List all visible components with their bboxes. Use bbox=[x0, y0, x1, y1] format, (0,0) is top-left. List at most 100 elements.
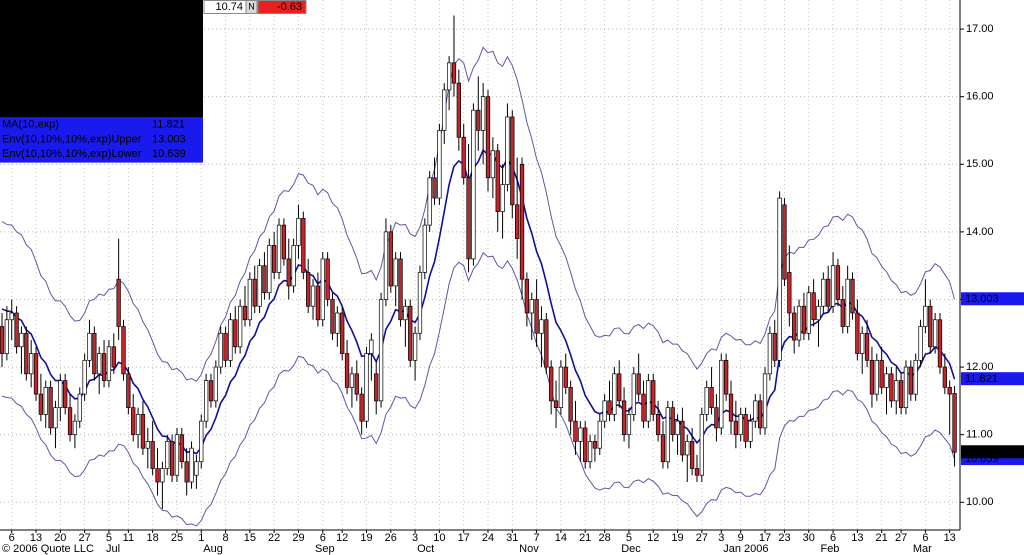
copyright-bg bbox=[0, 543, 100, 555]
x-tick-label: 21 bbox=[579, 532, 591, 544]
month-label: Aug bbox=[203, 543, 223, 555]
candle-body bbox=[140, 414, 146, 449]
candle-body bbox=[903, 366, 909, 408]
month-label: Mar bbox=[913, 543, 932, 555]
candle-body bbox=[529, 299, 534, 314]
candle-body bbox=[14, 312, 19, 348]
x-tick-label: 14 bbox=[555, 532, 567, 544]
candle-body bbox=[126, 373, 131, 408]
candle-body bbox=[174, 434, 180, 476]
x-tick-label: 19 bbox=[360, 532, 372, 544]
candle-body bbox=[301, 218, 306, 273]
candle-body bbox=[296, 218, 301, 246]
legend-name: MA(10,exp) bbox=[2, 119, 59, 131]
candle-body bbox=[670, 407, 675, 436]
candle-body bbox=[621, 400, 627, 436]
candle-body bbox=[699, 414, 704, 476]
x-tick-label: 6 bbox=[922, 532, 928, 544]
candle-body bbox=[427, 177, 432, 226]
x-tick-label: 26 bbox=[385, 532, 397, 544]
month-label: Nov bbox=[519, 543, 539, 555]
candle-body bbox=[864, 332, 870, 361]
candle-body bbox=[29, 353, 34, 375]
x-tick-label: 29 bbox=[292, 532, 304, 544]
candle-body bbox=[680, 420, 685, 456]
x-tick-label: 13 bbox=[851, 532, 863, 544]
x-tick-label: 3 bbox=[412, 532, 418, 544]
candle-body bbox=[24, 332, 29, 375]
candle-body bbox=[777, 197, 782, 361]
candle-body bbox=[364, 353, 369, 422]
candle-body bbox=[787, 272, 792, 314]
legend-name: Env(10,10%,10%,exp)Lower bbox=[2, 148, 142, 160]
info-value: 10.53 bbox=[152, 59, 180, 71]
envelope-line bbox=[1, 46, 956, 382]
candle-body bbox=[898, 380, 904, 408]
info-label: High bbox=[2, 45, 25, 57]
candle-body bbox=[869, 359, 875, 395]
candle-body bbox=[252, 278, 257, 307]
candle-body bbox=[320, 258, 325, 321]
candle-body bbox=[393, 258, 398, 287]
candle-body bbox=[952, 393, 957, 453]
x-tick-label: 10 bbox=[433, 532, 445, 544]
candle-body bbox=[106, 346, 112, 381]
candle-body bbox=[884, 373, 889, 388]
candle-body bbox=[719, 359, 724, 429]
x-tick-label: 15 bbox=[244, 532, 256, 544]
candle-body bbox=[145, 441, 150, 449]
candle-body bbox=[131, 407, 136, 436]
candle-body bbox=[53, 407, 58, 429]
candle-body bbox=[72, 420, 78, 436]
candle-body bbox=[179, 434, 184, 463]
candle-body bbox=[4, 319, 10, 354]
candle-body bbox=[446, 62, 452, 91]
candle-body bbox=[835, 265, 841, 300]
candle-body bbox=[792, 312, 797, 341]
candle-body bbox=[796, 305, 802, 341]
candle-body bbox=[709, 387, 714, 408]
x-tick-label: 7 bbox=[534, 532, 540, 544]
x-tick-label: 21 bbox=[876, 532, 888, 544]
x-tick-label: 6 bbox=[9, 532, 15, 544]
info-value: 11.61 bbox=[152, 30, 179, 42]
x-tick-label: 25 bbox=[171, 532, 183, 544]
x-tick-label: 12 bbox=[336, 532, 348, 544]
candle-body bbox=[169, 441, 175, 476]
candle-body bbox=[748, 420, 753, 442]
candle-body bbox=[121, 326, 126, 375]
candle-body bbox=[879, 359, 884, 388]
y-tick-label: 17.00 bbox=[966, 23, 994, 35]
x-tick-label: 12 bbox=[647, 532, 659, 544]
candle-body bbox=[199, 420, 204, 463]
candle-body bbox=[806, 292, 811, 334]
x-tick-label: 11 bbox=[123, 532, 134, 544]
x-tick-label: 13 bbox=[30, 532, 42, 544]
x-tick-label: 23 bbox=[778, 532, 790, 544]
candle-body bbox=[203, 380, 209, 422]
x-tick-label: 5 bbox=[626, 532, 632, 544]
copyright: © 2006 Quote LLC bbox=[2, 543, 94, 555]
candle-body bbox=[738, 414, 743, 436]
x-tick-label: 18 bbox=[147, 532, 159, 544]
candle-body bbox=[267, 245, 272, 294]
candle-body bbox=[826, 278, 831, 307]
candle-body bbox=[228, 319, 233, 361]
x-tick-label: 5 bbox=[106, 532, 112, 544]
upper-marker-label: 13.003 bbox=[965, 293, 999, 305]
candle-body bbox=[519, 163, 525, 280]
candle-body bbox=[306, 272, 311, 307]
candle-body bbox=[403, 305, 408, 321]
candle-body bbox=[558, 366, 564, 408]
close-marker bbox=[961, 445, 1024, 459]
candle-body bbox=[655, 414, 661, 436]
candle-body bbox=[194, 461, 199, 476]
candle-body bbox=[651, 380, 656, 415]
y-tick-label: 15.00 bbox=[966, 158, 994, 170]
candle-body bbox=[257, 265, 262, 307]
candle-body bbox=[485, 96, 491, 179]
month-label: Feb bbox=[820, 543, 839, 555]
candle-body bbox=[276, 224, 282, 273]
